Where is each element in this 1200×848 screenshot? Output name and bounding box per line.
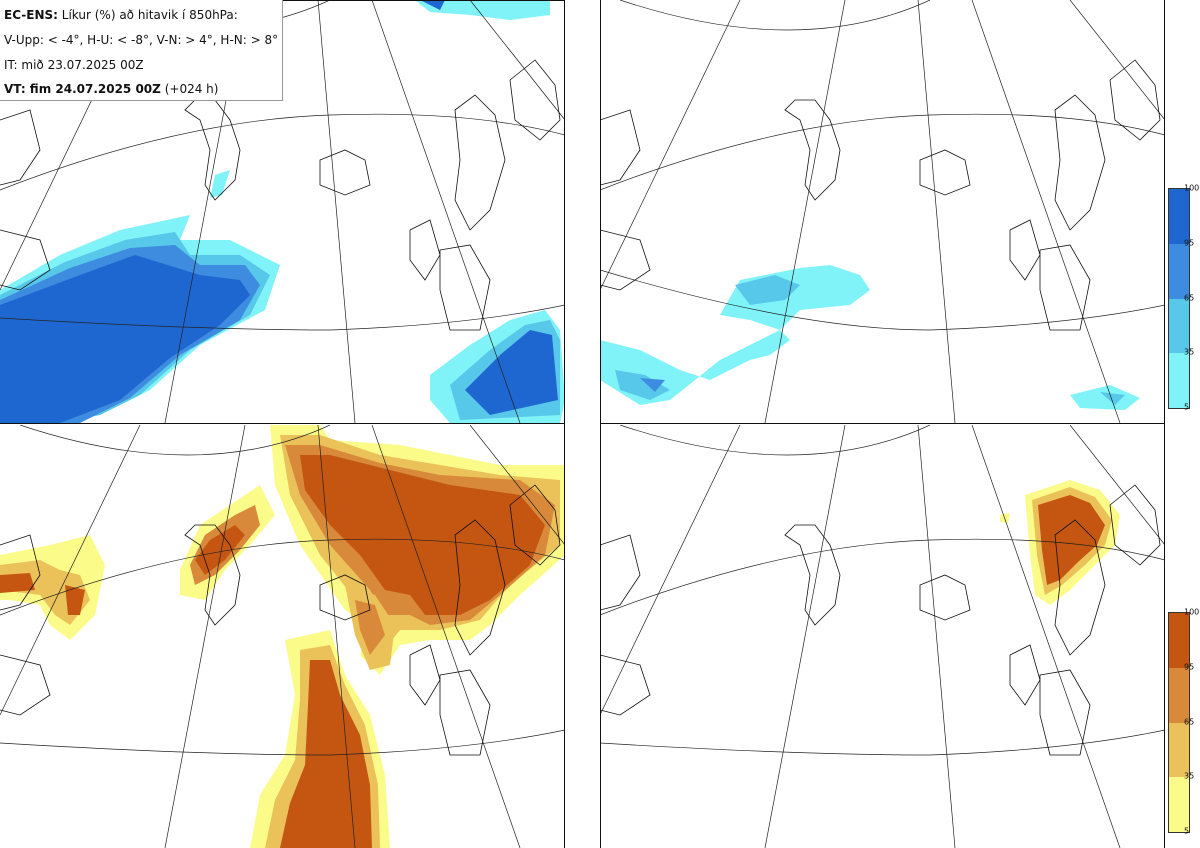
graticule [0,0,565,423]
colorbar-tick-label: 5 [1184,402,1190,412]
panel-border [1164,424,1165,848]
valid-time: VT: fim 24.07.2025 00Z [4,82,161,96]
title-line-4: VT: fim 24.07.2025 00Z (+024 h) [4,82,218,96]
coastlines [600,484,1161,756]
panel-warm-4 [0,425,565,848]
lead-time: (+024 h) [164,82,219,96]
panel-border [0,423,565,424]
colorbar-tick-label: 65 [1184,717,1195,726]
panel-border [1164,0,1165,423]
title-line-1: EC-ENS: Líkur (%) að hitavik í 850hPa: [4,8,238,22]
coastlines [0,59,561,331]
panel-border [564,0,565,423]
panel-warm-8 [600,425,1165,848]
coastlines [0,484,561,756]
title-line-2: V-Upp: < -4°, H-U: < -8°, V-N: > 4°, H-N… [4,33,279,47]
probability-fill [0,425,565,848]
colorbar-segment [1169,613,1189,668]
panel-border [600,423,1165,424]
colorbar-tick-label: 5 [1184,826,1190,836]
colorbar-segment [1169,189,1189,244]
colorbar-cold [1168,188,1190,409]
map-warm-8 [600,425,1165,848]
variable-label: Líkur (%) að hitavik í 850hPa: [61,8,238,22]
graticule [600,425,1165,848]
colorbar-tick-label: 100 [1184,183,1200,193]
graticule [0,425,565,848]
model-label: EC-ENS: [4,8,58,22]
map-cold-4 [0,0,565,423]
colorbar-segment [1169,667,1189,723]
probability-fill [0,0,565,423]
graticule [600,0,1165,423]
init-time: IT: mið 23.07.2025 00Z [4,58,144,72]
panel-border [600,424,601,848]
probability-fill [1000,480,1120,605]
panel-border [600,0,601,423]
colorbar-segment [1169,353,1189,408]
colorbar-tick-label: 95 [1184,662,1195,672]
colorbar-tick-label: 65 [1184,293,1195,302]
panel-cold-8 [600,0,1165,423]
panel-border [564,424,565,848]
colorbar-segment [1169,777,1189,832]
map-cold-8 [600,0,1165,423]
colorbar-segment [1169,722,1189,778]
map-warm-4 [0,425,565,848]
colorbar-warm-ticks: 100 95 65 35 5 [1184,608,1200,836]
colorbar-tick-label: 100 [1184,607,1200,617]
colorbar-segment [1169,243,1189,299]
title-box: EC-ENS: Líkur (%) að hitavik í 850hPa: V… [0,0,283,101]
colorbar-tick-label: 35 [1184,771,1195,781]
colorbar-segment [1169,298,1189,354]
coastlines [600,59,1161,331]
probability-fill [600,265,1140,410]
colorbar-tick-label: 95 [1184,238,1195,248]
colorbar-cold-ticks: 100 95 65 35 5 [1184,184,1200,412]
colorbar-warm [1168,612,1190,833]
colorbar-tick-label: 35 [1184,347,1195,357]
